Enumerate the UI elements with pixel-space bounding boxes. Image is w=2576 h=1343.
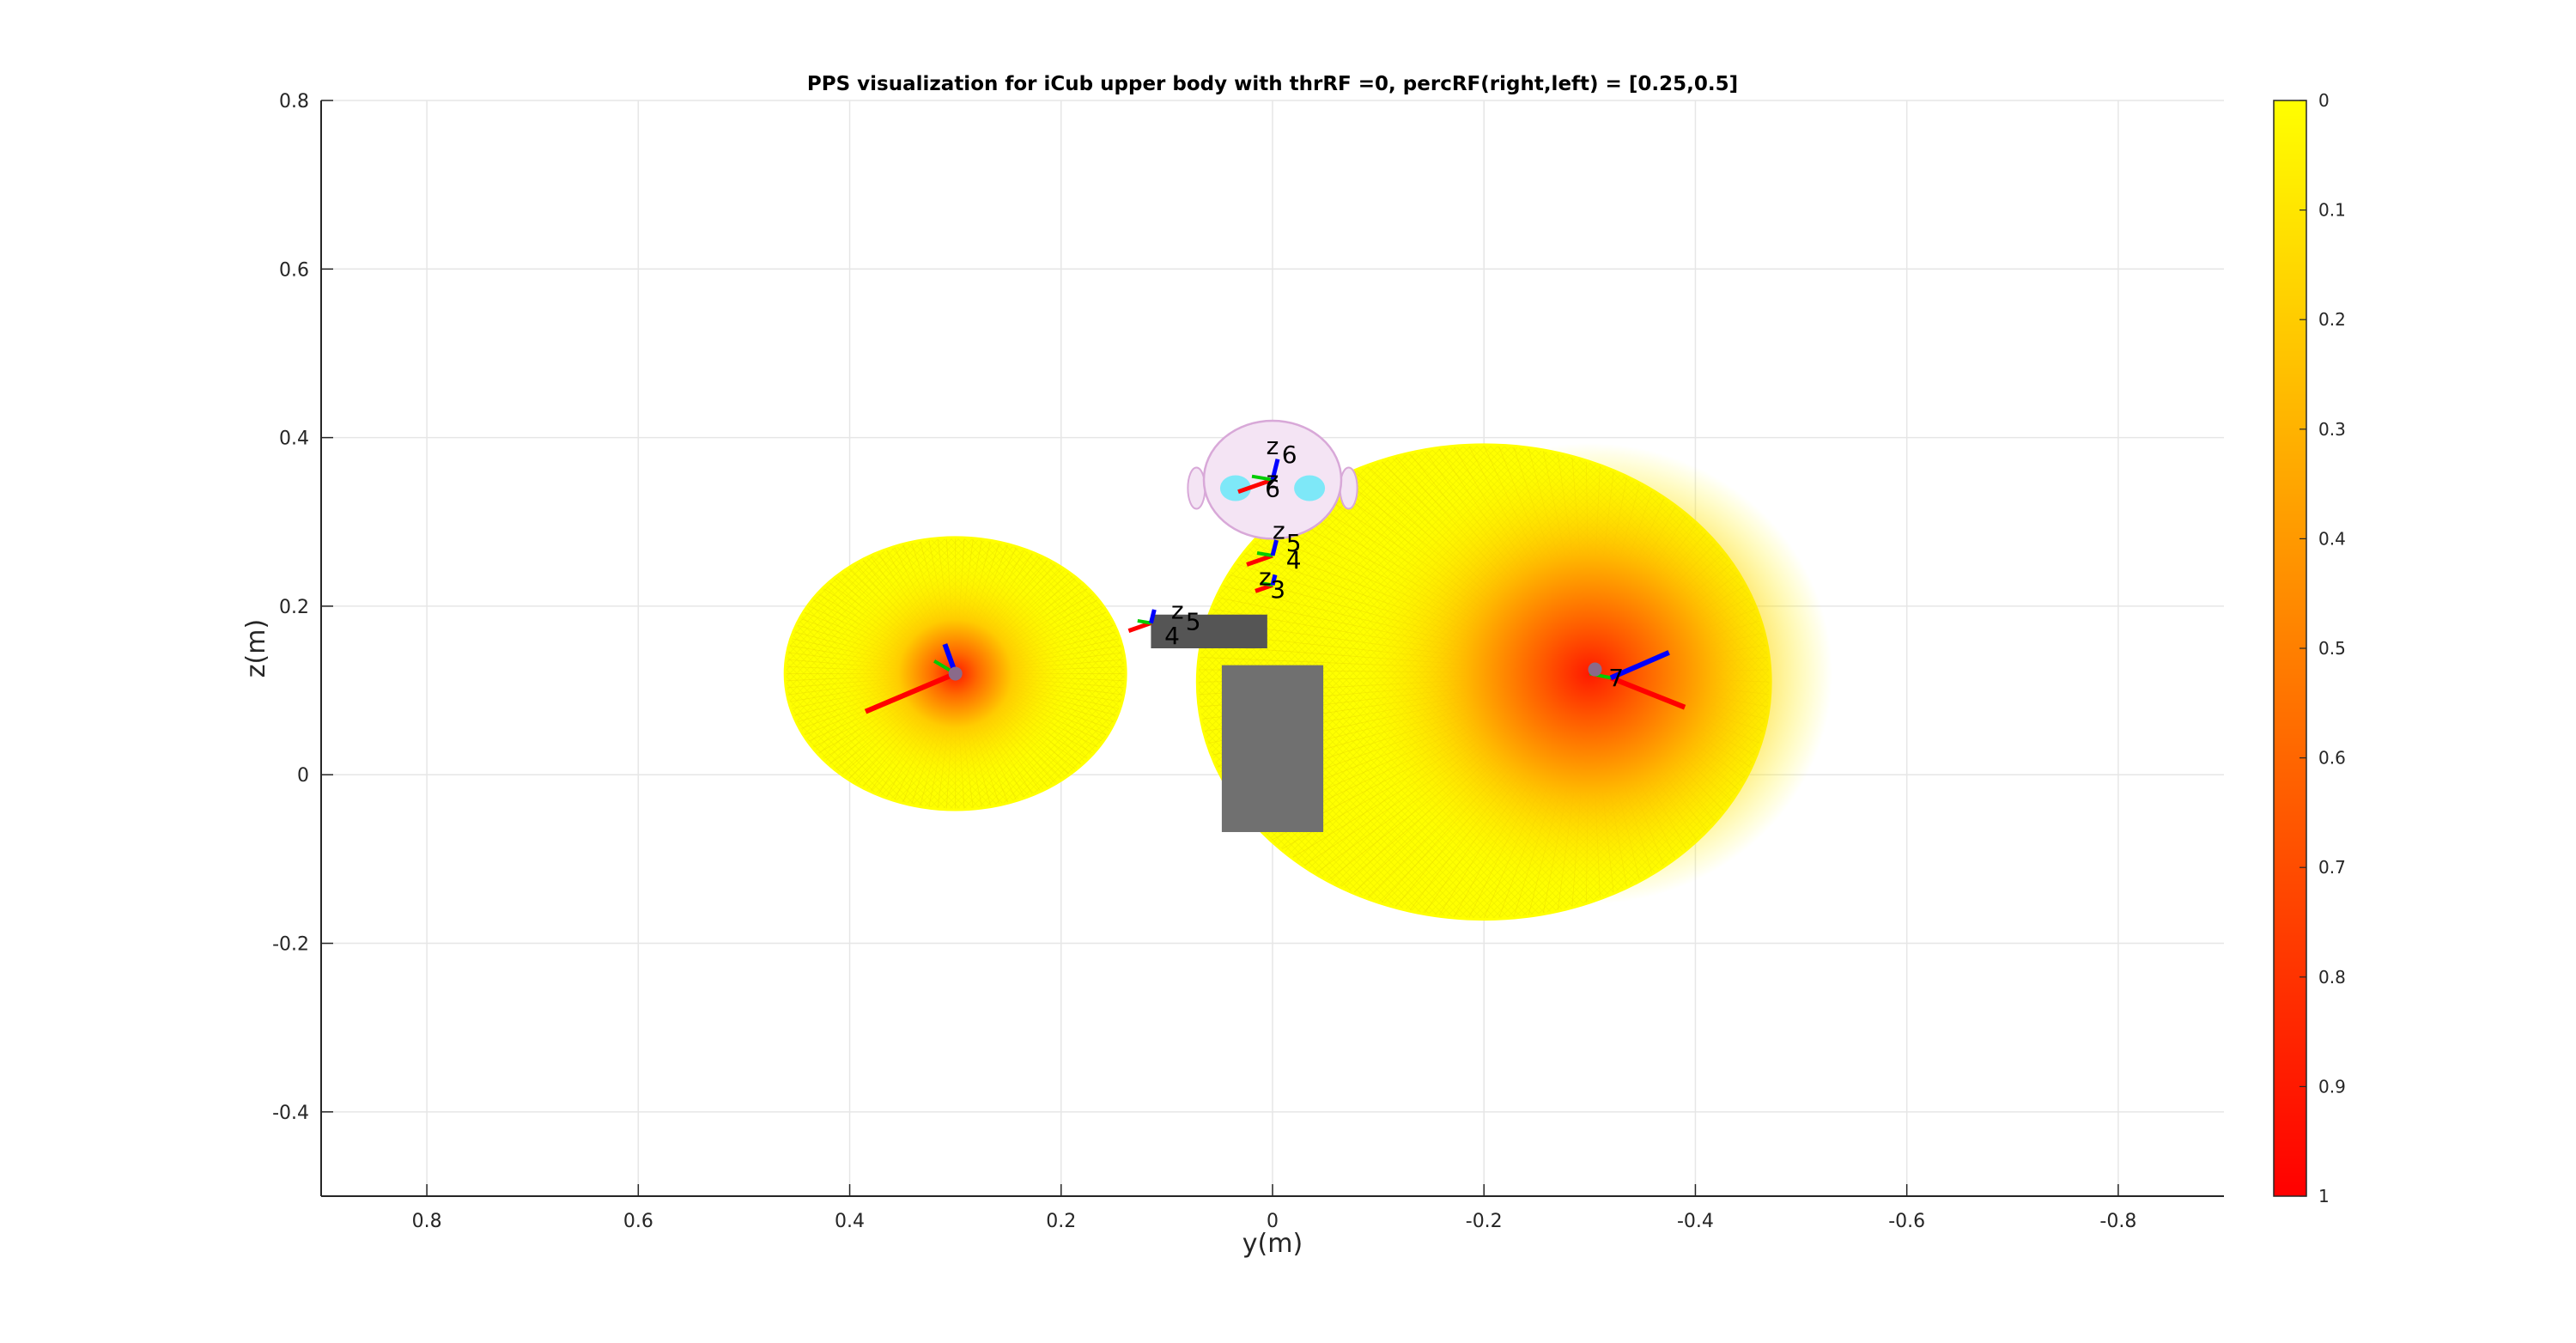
frame-label: z: [1273, 516, 1285, 544]
frame-label: 3: [1270, 575, 1285, 604]
frame-label: 5: [1286, 529, 1302, 557]
x-tick-label: 0.2: [1046, 1211, 1076, 1232]
y-ticks: 0.8 0.6 0.4 0.2 0 -0.2 -0.4: [272, 91, 333, 1124]
colorbar-tick-label: 0.6: [2318, 748, 2346, 769]
eye-right: [1294, 475, 1326, 501]
frame-label: z: [1267, 466, 1279, 495]
eye-left: [1219, 475, 1251, 501]
arm-frame-5: [1127, 609, 1157, 634]
colorbar-tick-label: 0.1: [2318, 200, 2346, 221]
colorbar-tick-label: 0.4: [2318, 528, 2346, 549]
frame-label: z: [1171, 597, 1184, 625]
x-ticks: 0.8 0.6 0.4 0.2 0 -0.2 -0.4 -0.6 -0.8: [412, 1184, 2136, 1232]
x-tick-label: 0.8: [412, 1211, 442, 1232]
frame-axis-z: [1609, 650, 1670, 681]
frame-axis-z: [1270, 539, 1279, 556]
x-axis-label: y(m): [1242, 1229, 1303, 1259]
y-tick-label: -0.2: [272, 934, 309, 956]
neck-frame: [1246, 539, 1279, 567]
y-tick-label: 0.4: [279, 428, 309, 450]
frame-axis-y: [1251, 474, 1273, 482]
colorbar-tick-label: 0.5: [2318, 638, 2346, 659]
frame-label: 4: [1286, 546, 1302, 574]
y-tick-label: 0.2: [279, 597, 309, 618]
ear-left: [1187, 466, 1206, 510]
colorbar-tick-label: 0.9: [2318, 1076, 2346, 1097]
colorbar-tick-label: 1: [2318, 1186, 2330, 1206]
frame-axis-x: [1237, 477, 1273, 495]
x-tick-label: -0.8: [2099, 1211, 2136, 1232]
frame-label: z: [1259, 562, 1272, 591]
frame-axis-y: [1137, 618, 1151, 625]
torso-frame-3: [1255, 574, 1278, 593]
colorbar-tick-label: 0: [2318, 90, 2330, 111]
x-tick-label: -0.2: [1466, 1211, 1503, 1232]
frame-axis-x: [1246, 553, 1273, 567]
right-hand-frame: [1588, 650, 1686, 710]
colorbar-tick-label: 0.2: [2318, 309, 2346, 330]
x-tick-label: 0.4: [835, 1211, 865, 1232]
y-tick-label: 0: [297, 765, 309, 787]
frame-label: 4: [1164, 622, 1180, 650]
frame-axis-x: [1609, 675, 1686, 710]
hand-marker: [1588, 662, 1602, 677]
y-axis-label: z(m): [241, 619, 271, 678]
frame-axis-z: [1148, 609, 1157, 624]
hand-marker: [948, 666, 963, 681]
torso: [1221, 665, 1324, 832]
colorbar-tick-label: 0.3: [2318, 419, 2346, 440]
colorbar-tick-label: 0.7: [2318, 857, 2346, 878]
x-tick-label: 0: [1267, 1211, 1279, 1232]
frame-axis-y: [1261, 581, 1273, 587]
upper-arm: [1151, 614, 1267, 648]
frame-label: 5: [1186, 607, 1201, 635]
x-tick-label: -0.4: [1677, 1211, 1714, 1232]
frame-axis-y: [1256, 551, 1273, 558]
frame-axis-x: [1127, 621, 1152, 634]
colorbar-ticks: 0 0.1 0.2 0.3 0.4 0.5 0.6 0.7 0.8 0.9 1: [2300, 90, 2346, 1206]
frame-label: 6: [1282, 441, 1297, 469]
frame-label: 6: [1265, 474, 1280, 502]
frame-axis-z: [1270, 459, 1280, 481]
left-hand-frame: [864, 643, 963, 714]
frame-label: 7: [1608, 664, 1624, 692]
x-tick-label: -0.6: [1888, 1211, 1925, 1232]
x-tick-label: 0.6: [623, 1211, 653, 1232]
y-tick-label: -0.4: [272, 1103, 309, 1124]
chart-title: PPS visualization for iCub upper body wi…: [807, 73, 1738, 95]
y-tick-label: 0.6: [279, 259, 309, 281]
head-frame: [1237, 459, 1280, 495]
colorbar-tick-label: 0.8: [2318, 967, 2346, 988]
ear-right: [1339, 466, 1358, 510]
frame-axis-x: [864, 671, 957, 714]
frame-axis-z: [1270, 574, 1278, 586]
frame-label: z: [1267, 432, 1279, 460]
y-tick-label: 0.8: [279, 91, 309, 112]
